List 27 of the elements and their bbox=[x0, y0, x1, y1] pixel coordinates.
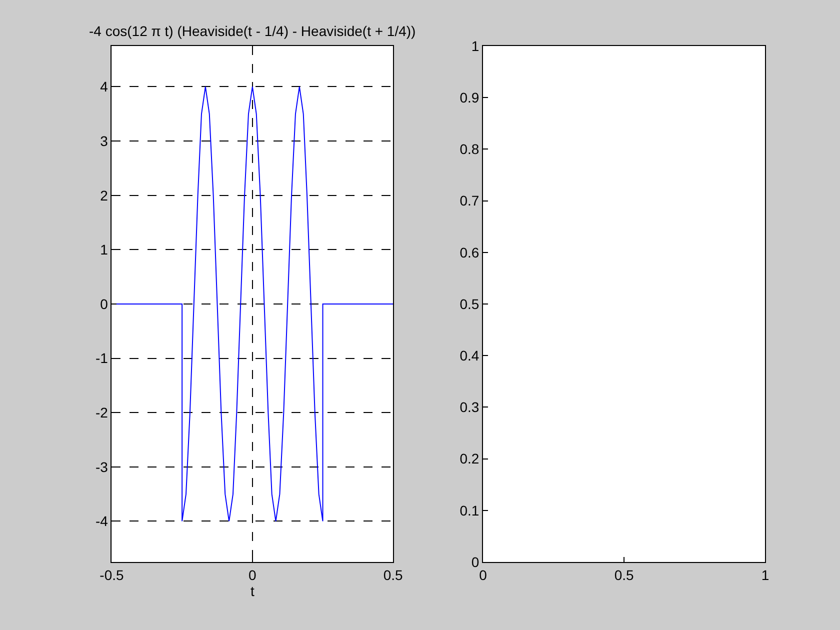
y-tick-label: -1 bbox=[95, 350, 108, 366]
y-tick-label: 0.5 bbox=[460, 296, 480, 312]
x-axis-title: t bbox=[250, 583, 254, 600]
y-tick-label: 0.7 bbox=[460, 192, 480, 209]
y-tick-label: 1 bbox=[471, 38, 480, 54]
x-tick-label: 0.5 bbox=[614, 566, 634, 583]
y-tick-label: 3 bbox=[100, 132, 108, 149]
y-tick-label: 0.1 bbox=[460, 502, 480, 518]
y-tick-label: -4 bbox=[95, 513, 108, 530]
y-tick-label: 0 bbox=[471, 554, 480, 570]
y-tick-label: 0.4 bbox=[460, 347, 480, 364]
y-tick-label: 0.6 bbox=[460, 244, 480, 260]
y-tick-label: -2 bbox=[95, 404, 108, 420]
x-tick-label: -0.5 bbox=[100, 566, 124, 583]
chart-title: -4 cos(12 π t) (Heaviside(t - 1/4) - Heaviside(t + 1/4)) bbox=[89, 23, 416, 39]
x-tick-label: 1 bbox=[761, 566, 770, 583]
y-tick-label: -3 bbox=[95, 458, 108, 475]
y-tick-label: 0 bbox=[100, 296, 108, 312]
x-tick-label: 0 bbox=[248, 566, 257, 583]
x-tick-label: 0.5 bbox=[383, 566, 404, 583]
y-tick-label: 0.9 bbox=[460, 89, 480, 106]
y-tick-label: 1 bbox=[100, 242, 108, 258]
y-tick-label: 0.3 bbox=[460, 399, 480, 416]
y-tick-label: 0.2 bbox=[460, 450, 480, 467]
y-tick-label: 4 bbox=[100, 78, 108, 95]
y-tick-label: 2 bbox=[100, 187, 108, 204]
y-tick-label: 0.8 bbox=[460, 141, 480, 158]
